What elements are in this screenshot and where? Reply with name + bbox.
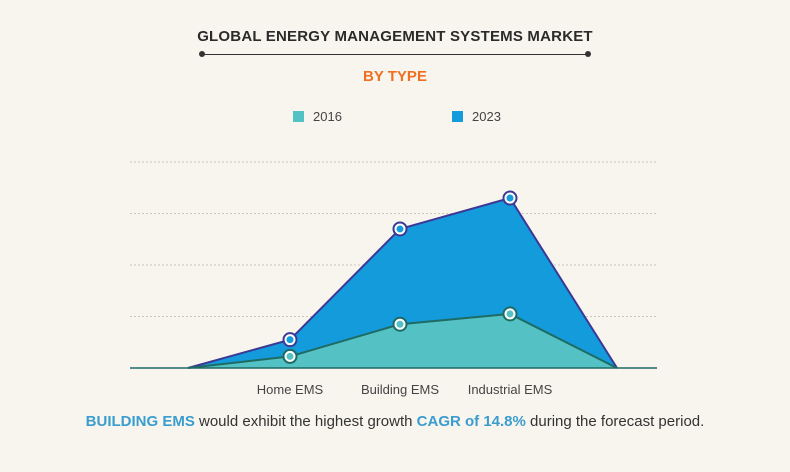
data-point-core-2023-1 (396, 225, 404, 233)
x-tick-label: Industrial EMS (468, 382, 553, 397)
legend-swatch-2023 (452, 111, 463, 122)
divider-dot-left (199, 51, 205, 57)
chart-subtitle: BY TYPE (363, 68, 427, 85)
legend-item-2016: 2016 (293, 109, 342, 124)
x-tick-label: Building EMS (361, 382, 439, 397)
data-point-core-2016-2 (506, 310, 514, 318)
chart-title: GLOBAL ENERGY MANAGEMENT SYSTEMS MARKET (197, 28, 593, 45)
data-point-core-2023-0 (286, 336, 294, 344)
chart-footnote: BUILDING EMS would exhibit the highest g… (0, 413, 790, 430)
title-divider (202, 54, 588, 55)
divider-dot-right (585, 51, 591, 57)
legend-label-2016: 2016 (313, 109, 342, 124)
footnote-text-2: during the forecast period. (525, 413, 705, 430)
footnote-cagr: CAGR of 14.8% (416, 413, 526, 430)
footnote-text-1: would exhibit the highest growth (194, 413, 417, 430)
data-point-core-2023-2 (506, 194, 514, 202)
area-series-2016 (188, 313, 617, 368)
data-point-core-2016-0 (286, 352, 294, 360)
legend-label-2023: 2023 (472, 109, 501, 124)
legend-swatch-2016 (293, 111, 304, 122)
legend-item-2023: 2023 (452, 109, 501, 124)
data-point-core-2016-1 (396, 320, 404, 328)
x-tick-label: Home EMS (257, 382, 324, 397)
footnote-highlight-segment: BUILDING EMS (85, 413, 195, 430)
